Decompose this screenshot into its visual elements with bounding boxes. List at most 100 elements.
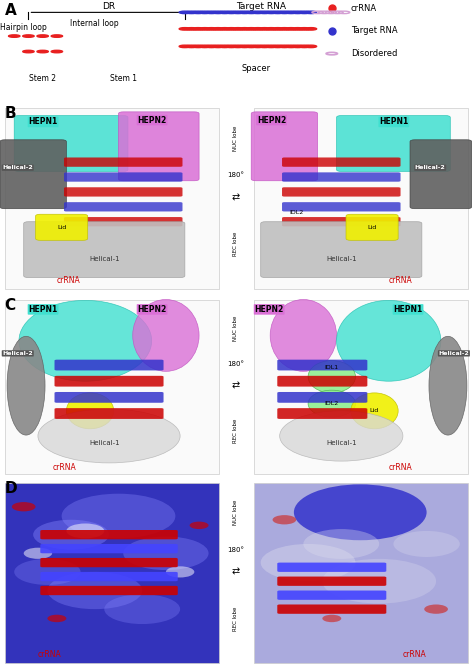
Circle shape [12, 502, 36, 511]
Circle shape [219, 28, 230, 30]
Circle shape [33, 520, 109, 549]
Circle shape [261, 544, 356, 581]
Text: Stem 1: Stem 1 [110, 74, 137, 83]
FancyBboxPatch shape [64, 188, 182, 197]
Circle shape [219, 45, 230, 48]
Text: Spacer: Spacer [241, 64, 271, 73]
Circle shape [199, 28, 210, 30]
Circle shape [305, 45, 317, 48]
Circle shape [212, 11, 224, 13]
FancyBboxPatch shape [277, 591, 386, 600]
Circle shape [246, 11, 257, 13]
Circle shape [219, 11, 230, 13]
Text: 180°: 180° [227, 361, 244, 367]
FancyBboxPatch shape [410, 140, 472, 209]
Text: Disordered: Disordered [351, 49, 397, 58]
Text: Internal loop: Internal loop [71, 19, 119, 27]
Circle shape [305, 28, 317, 30]
FancyBboxPatch shape [282, 172, 401, 182]
Circle shape [14, 559, 81, 585]
FancyBboxPatch shape [5, 483, 219, 663]
Ellipse shape [133, 299, 199, 371]
Text: HEPN1: HEPN1 [28, 305, 58, 314]
Circle shape [322, 559, 436, 604]
FancyBboxPatch shape [55, 392, 164, 403]
Circle shape [9, 35, 20, 37]
Text: crRNA: crRNA [52, 463, 76, 472]
FancyBboxPatch shape [5, 299, 219, 473]
Circle shape [23, 51, 34, 53]
Text: Helical-2: Helical-2 [2, 351, 33, 356]
FancyBboxPatch shape [55, 360, 164, 370]
Circle shape [252, 45, 264, 48]
FancyBboxPatch shape [337, 116, 450, 172]
Circle shape [285, 45, 297, 48]
Circle shape [322, 614, 341, 622]
FancyBboxPatch shape [346, 214, 398, 240]
Text: ⇄: ⇄ [231, 380, 240, 391]
Ellipse shape [429, 336, 467, 435]
FancyBboxPatch shape [277, 392, 367, 403]
Circle shape [259, 28, 270, 30]
Circle shape [226, 28, 237, 30]
Text: IDL2: IDL2 [289, 210, 303, 215]
Circle shape [51, 51, 63, 53]
Text: NUC lobe: NUC lobe [233, 499, 238, 525]
Circle shape [252, 28, 264, 30]
FancyBboxPatch shape [40, 558, 178, 567]
Text: A: A [5, 3, 17, 18]
Circle shape [199, 45, 210, 48]
Circle shape [199, 11, 210, 13]
FancyBboxPatch shape [36, 214, 88, 240]
Text: HEPN2: HEPN2 [137, 116, 167, 124]
Circle shape [292, 11, 303, 13]
Circle shape [273, 515, 296, 525]
Text: Helical-2: Helical-2 [415, 165, 446, 170]
FancyBboxPatch shape [40, 586, 178, 595]
Circle shape [246, 45, 257, 48]
FancyBboxPatch shape [40, 530, 178, 539]
FancyBboxPatch shape [64, 217, 182, 226]
Circle shape [66, 523, 104, 539]
Circle shape [305, 11, 317, 13]
Ellipse shape [270, 299, 337, 371]
FancyBboxPatch shape [55, 408, 164, 419]
Text: crRNA: crRNA [389, 463, 412, 472]
Circle shape [47, 572, 142, 609]
Ellipse shape [337, 301, 441, 381]
Circle shape [104, 595, 180, 624]
Circle shape [252, 11, 264, 13]
Text: NUC lobe: NUC lobe [233, 316, 238, 341]
FancyBboxPatch shape [282, 188, 401, 197]
FancyBboxPatch shape [64, 202, 182, 211]
FancyBboxPatch shape [282, 158, 401, 167]
Text: HEPN1: HEPN1 [28, 118, 58, 126]
FancyBboxPatch shape [14, 116, 128, 172]
FancyBboxPatch shape [282, 202, 401, 211]
Text: crRNA: crRNA [389, 276, 412, 285]
FancyBboxPatch shape [277, 408, 367, 419]
Circle shape [179, 11, 191, 13]
Circle shape [186, 45, 197, 48]
Circle shape [424, 604, 448, 614]
Circle shape [239, 11, 250, 13]
Text: REC lobe: REC lobe [233, 232, 238, 256]
FancyBboxPatch shape [24, 221, 185, 277]
Circle shape [24, 548, 52, 559]
FancyBboxPatch shape [118, 112, 199, 181]
Text: NUC lobe: NUC lobe [233, 125, 238, 150]
FancyBboxPatch shape [64, 172, 182, 182]
FancyBboxPatch shape [277, 563, 386, 572]
Text: ⇄: ⇄ [231, 192, 240, 203]
Circle shape [62, 493, 175, 539]
FancyBboxPatch shape [40, 544, 178, 553]
Circle shape [272, 45, 283, 48]
FancyBboxPatch shape [277, 604, 386, 614]
Text: Lid: Lid [370, 408, 379, 414]
FancyBboxPatch shape [277, 376, 367, 386]
Circle shape [272, 28, 283, 30]
Text: REC lobe: REC lobe [233, 418, 238, 443]
Circle shape [393, 531, 460, 557]
Text: DR: DR [102, 2, 116, 11]
Text: C: C [5, 298, 16, 313]
